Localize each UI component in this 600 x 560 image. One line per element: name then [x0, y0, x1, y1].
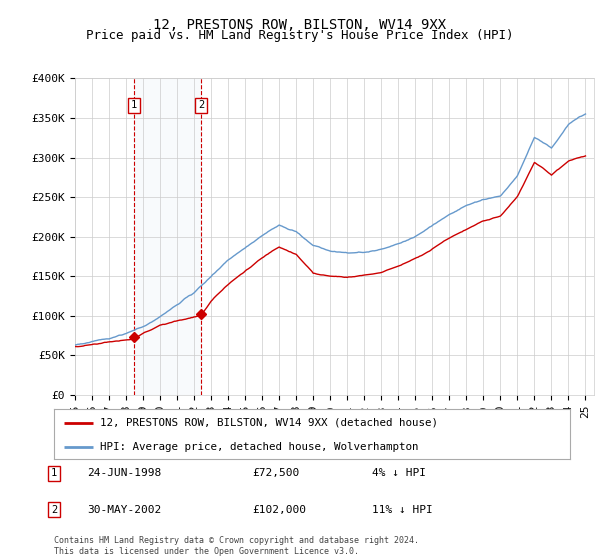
Text: 24-JUN-1998: 24-JUN-1998 [87, 468, 161, 478]
Bar [134, 78, 201, 395]
Text: £72,500: £72,500 [252, 468, 299, 478]
Text: Contains HM Land Registry data © Crown copyright and database right 2024.
This d: Contains HM Land Registry data © Crown c… [54, 536, 419, 556]
Text: Price paid vs. HM Land Registry's House Price Index (HPI): Price paid vs. HM Land Registry's House … [86, 29, 514, 42]
Text: 1: 1 [131, 100, 137, 110]
Text: 2: 2 [198, 100, 204, 110]
Text: 1: 1 [51, 468, 57, 478]
Text: £102,000: £102,000 [252, 505, 306, 515]
Text: 30-MAY-2002: 30-MAY-2002 [87, 505, 161, 515]
Text: 12, PRESTONS ROW, BILSTON, WV14 9XX: 12, PRESTONS ROW, BILSTON, WV14 9XX [154, 18, 446, 32]
Text: HPI: Average price, detached house, Wolverhampton: HPI: Average price, detached house, Wolv… [100, 442, 419, 451]
Text: 2: 2 [51, 505, 57, 515]
Text: 12, PRESTONS ROW, BILSTON, WV14 9XX (detached house): 12, PRESTONS ROW, BILSTON, WV14 9XX (det… [100, 418, 439, 428]
Text: 11% ↓ HPI: 11% ↓ HPI [372, 505, 433, 515]
Text: 4% ↓ HPI: 4% ↓ HPI [372, 468, 426, 478]
